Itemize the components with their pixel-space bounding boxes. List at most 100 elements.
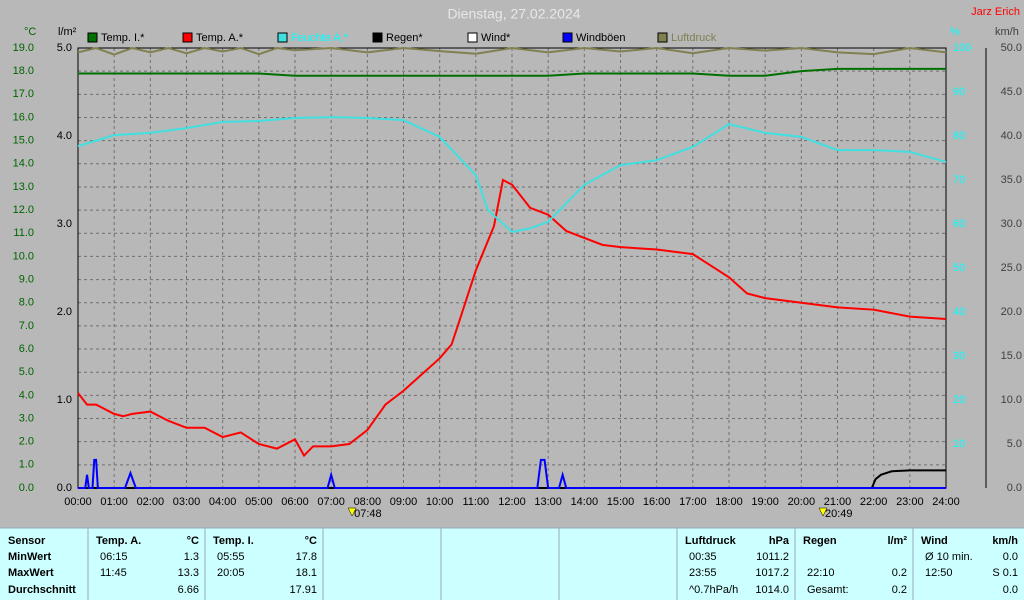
y-tick-label: 10.0: [13, 250, 34, 262]
table-cell: ^0.7hPa/h: [689, 584, 738, 596]
x-tick-label: 12:00: [498, 496, 526, 508]
table-cell: 06:15: [100, 551, 128, 563]
annotation: 07:48: [354, 508, 382, 520]
legend-swatch: [277, 32, 288, 43]
table-unit: km/h: [992, 535, 1018, 547]
y-tick-label: 2.0: [19, 436, 34, 448]
x-tick-label: 05:00: [245, 496, 273, 508]
sun-icon: [818, 507, 828, 517]
y-tick-label: 40: [953, 306, 965, 318]
x-tick-label: 18:00: [715, 496, 743, 508]
axis-unit: °C: [24, 26, 36, 38]
y-tick-label: 50: [953, 262, 965, 274]
x-tick-label: 02:00: [137, 496, 165, 508]
stats-table: [0, 528, 1024, 600]
y-tick-label: 20.0: [1001, 306, 1022, 318]
y-tick-label: 3.0: [19, 412, 34, 424]
table-header: Luftdruck: [685, 535, 737, 547]
legend-swatch: [562, 32, 573, 43]
legend-swatch: [182, 32, 193, 43]
x-tick-label: 14:00: [571, 496, 599, 508]
table-cell: 6.66: [178, 584, 199, 596]
x-tick-label: 24:00: [932, 496, 960, 508]
x-tick-label: 00:00: [64, 496, 92, 508]
series-line: [78, 458, 946, 489]
legend-label: Luftdruck: [671, 32, 717, 44]
table-unit: hPa: [769, 535, 790, 547]
legend-label: Wind*: [481, 32, 511, 44]
legend-label: Feuchte A.*: [291, 32, 349, 44]
table-cell: S 0.1: [992, 567, 1018, 579]
y-tick-label: 60: [953, 218, 965, 230]
y-tick-label: 8.0: [19, 297, 34, 309]
table-cell: 17.8: [296, 551, 317, 563]
y-tick-label: 4.0: [57, 130, 72, 142]
table-cell: 0.0: [1003, 584, 1018, 596]
x-tick-label: 09:00: [390, 496, 418, 508]
table-cell: 23:55: [689, 567, 717, 579]
table-header: Sensor: [8, 535, 46, 547]
x-tick-label: 23:00: [896, 496, 924, 508]
author: Jarz Erich: [971, 6, 1020, 18]
y-tick-label: 1.0: [57, 394, 72, 406]
table-cell: 17.91: [289, 584, 317, 596]
y-tick-label: 12.0: [13, 204, 34, 216]
y-tick-label: 18.0: [13, 65, 34, 77]
table-unit: °C: [305, 535, 317, 547]
y-tick-label: 25.0: [1001, 262, 1022, 274]
legend-swatch: [87, 32, 98, 43]
table-header: Regen: [803, 535, 837, 547]
table-header: Temp. A.: [96, 535, 141, 547]
y-tick-label: 0.0: [57, 482, 72, 494]
series-line: [77, 116, 947, 233]
table-cell: 12:50: [925, 567, 953, 579]
table-cell: 00:35: [689, 551, 717, 563]
y-tick-label: 4.0: [19, 389, 34, 401]
y-tick-label: 15.0: [13, 135, 34, 147]
y-tick-label: 6.0: [19, 343, 34, 355]
y-tick-label: 2.0: [57, 306, 72, 318]
x-tick-label: 01:00: [100, 496, 128, 508]
axis-unit: %: [950, 26, 960, 38]
x-tick-label: 08:00: [354, 496, 382, 508]
y-tick-label: 10.0: [1001, 394, 1022, 406]
y-tick-label: 70: [953, 174, 965, 186]
y-tick-label: 15.0: [1001, 350, 1022, 362]
x-tick-label: 19:00: [751, 496, 779, 508]
y-tick-label: 30.0: [1001, 218, 1022, 230]
y-tick-label: 14.0: [13, 158, 34, 170]
y-tick-label: 35.0: [1001, 174, 1022, 186]
y-tick-label: 100: [953, 42, 971, 54]
y-tick-label: 5.0: [1007, 438, 1022, 450]
y-tick-label: 45.0: [1001, 86, 1022, 98]
table-cell: MaxWert: [8, 567, 54, 579]
y-tick-label: 30: [953, 350, 965, 362]
table-unit: l/m²: [887, 535, 907, 547]
series-line: [78, 67, 946, 77]
x-tick-label: 15:00: [607, 496, 635, 508]
legend-label: Windböen: [576, 32, 626, 44]
table-cell: 05:55: [217, 551, 245, 563]
series-line: [77, 178, 947, 458]
x-tick-label: 16:00: [643, 496, 671, 508]
x-tick-label: 21:00: [824, 496, 852, 508]
x-tick-label: 11:00: [462, 496, 489, 508]
x-tick-label: 17:00: [679, 496, 707, 508]
table-cell: 1017.2: [755, 567, 789, 579]
y-tick-label: 17.0: [13, 88, 34, 100]
y-tick-label: 16.0: [13, 111, 34, 123]
y-tick-label: 7.0: [19, 320, 34, 332]
y-tick-label: 5.0: [19, 366, 34, 378]
legend-label: Regen*: [386, 32, 423, 44]
legend-swatch: [657, 32, 668, 43]
table-cell: Ø 10 min.: [925, 551, 973, 563]
legend-swatch: [372, 32, 383, 43]
legend-label: Temp. A.*: [196, 32, 244, 44]
table-cell: 1014.0: [755, 584, 789, 596]
x-tick-label: 10:00: [426, 496, 454, 508]
y-tick-label: 20: [953, 394, 965, 406]
y-tick-label: 50.0: [1001, 42, 1022, 54]
y-tick-label: 0.0: [1007, 482, 1022, 494]
series-line: [77, 46, 947, 56]
y-tick-label: 10: [953, 438, 965, 450]
